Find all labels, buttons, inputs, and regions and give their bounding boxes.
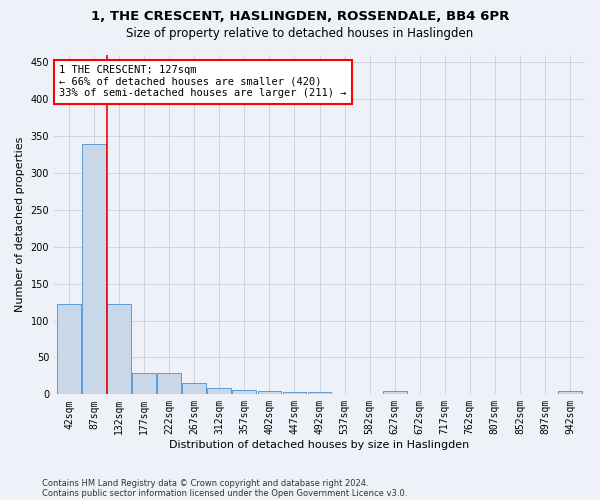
Bar xyxy=(558,390,582,394)
Bar xyxy=(208,388,231,394)
Text: Size of property relative to detached houses in Haslingden: Size of property relative to detached ho… xyxy=(127,28,473,40)
Bar xyxy=(308,392,331,394)
Bar xyxy=(57,304,81,394)
Y-axis label: Number of detached properties: Number of detached properties xyxy=(15,137,25,312)
Bar xyxy=(182,384,206,394)
Text: 1 THE CRESCENT: 127sqm
← 66% of detached houses are smaller (420)
33% of semi-de: 1 THE CRESCENT: 127sqm ← 66% of detached… xyxy=(59,65,347,98)
Bar xyxy=(383,390,407,394)
Bar xyxy=(133,373,156,394)
Text: Contains public sector information licensed under the Open Government Licence v3: Contains public sector information licen… xyxy=(42,488,407,498)
Bar xyxy=(283,392,307,394)
Bar xyxy=(257,392,281,394)
Text: 1, THE CRESCENT, HASLINGDEN, ROSSENDALE, BB4 6PR: 1, THE CRESCENT, HASLINGDEN, ROSSENDALE,… xyxy=(91,10,509,23)
Bar xyxy=(232,390,256,394)
Bar xyxy=(157,373,181,394)
Bar xyxy=(82,144,106,394)
Bar xyxy=(107,304,131,394)
Text: Contains HM Land Registry data © Crown copyright and database right 2024.: Contains HM Land Registry data © Crown c… xyxy=(42,478,368,488)
X-axis label: Distribution of detached houses by size in Haslingden: Distribution of detached houses by size … xyxy=(169,440,470,450)
